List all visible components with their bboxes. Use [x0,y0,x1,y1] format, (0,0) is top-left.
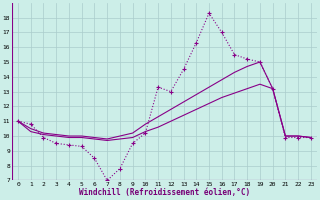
X-axis label: Windchill (Refroidissement éolien,°C): Windchill (Refroidissement éolien,°C) [79,188,250,197]
